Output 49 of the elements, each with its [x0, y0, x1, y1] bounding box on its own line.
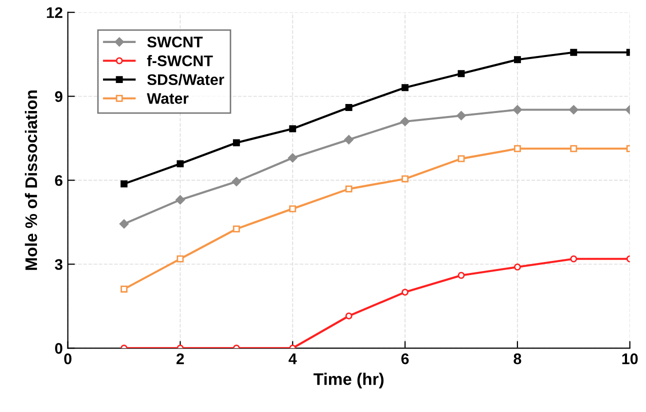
y-tick-label: 0: [55, 343, 62, 354]
point: [570, 255, 578, 262]
point: [458, 272, 465, 279]
point: [402, 288, 409, 296]
point: [458, 70, 465, 78]
point: [345, 312, 352, 320]
x-tick-label: 6: [401, 353, 409, 364]
point: [514, 264, 521, 270]
x-tick-label: 2: [176, 353, 184, 364]
point: [345, 185, 352, 192]
x-tick-label: 4: [288, 354, 297, 364]
point: [232, 139, 240, 146]
point: [176, 195, 185, 204]
x-tick-label: 8: [514, 353, 522, 364]
point: [289, 205, 296, 212]
point: [344, 135, 354, 144]
y-tick-label: 9: [55, 91, 62, 102]
point: [456, 110, 466, 120]
point: [232, 177, 242, 186]
point: [289, 125, 296, 132]
legend-label: SWCNT: [147, 36, 203, 48]
point: [512, 105, 522, 114]
point: [570, 48, 578, 56]
y-axis-title: Mole % of Dissociation: [24, 90, 38, 270]
point: [402, 175, 409, 182]
point: [232, 225, 240, 232]
y-tick-label: 6: [55, 175, 62, 186]
point: [176, 255, 184, 262]
point: [120, 286, 128, 293]
y-tick-label: 3: [54, 259, 62, 270]
point: [514, 56, 521, 64]
point: [400, 116, 410, 126]
point: [402, 84, 409, 92]
legend-label: Water: [146, 93, 188, 104]
point: [176, 160, 184, 168]
x-tick-label: 10: [622, 353, 638, 364]
x-axis-title: Time (hr): [314, 372, 384, 388]
point: [119, 219, 129, 229]
legend-label: f-SWCNT: [147, 55, 213, 66]
point: [120, 180, 128, 188]
point: [569, 105, 578, 114]
legend-label: SDS/Water: [147, 74, 224, 86]
point: [514, 145, 521, 152]
y-tick-label: 12: [46, 7, 62, 18]
x-tick-label: 0: [64, 353, 72, 364]
point: [288, 153, 298, 162]
point: [570, 145, 578, 152]
point: [345, 104, 352, 111]
point: [458, 155, 465, 162]
